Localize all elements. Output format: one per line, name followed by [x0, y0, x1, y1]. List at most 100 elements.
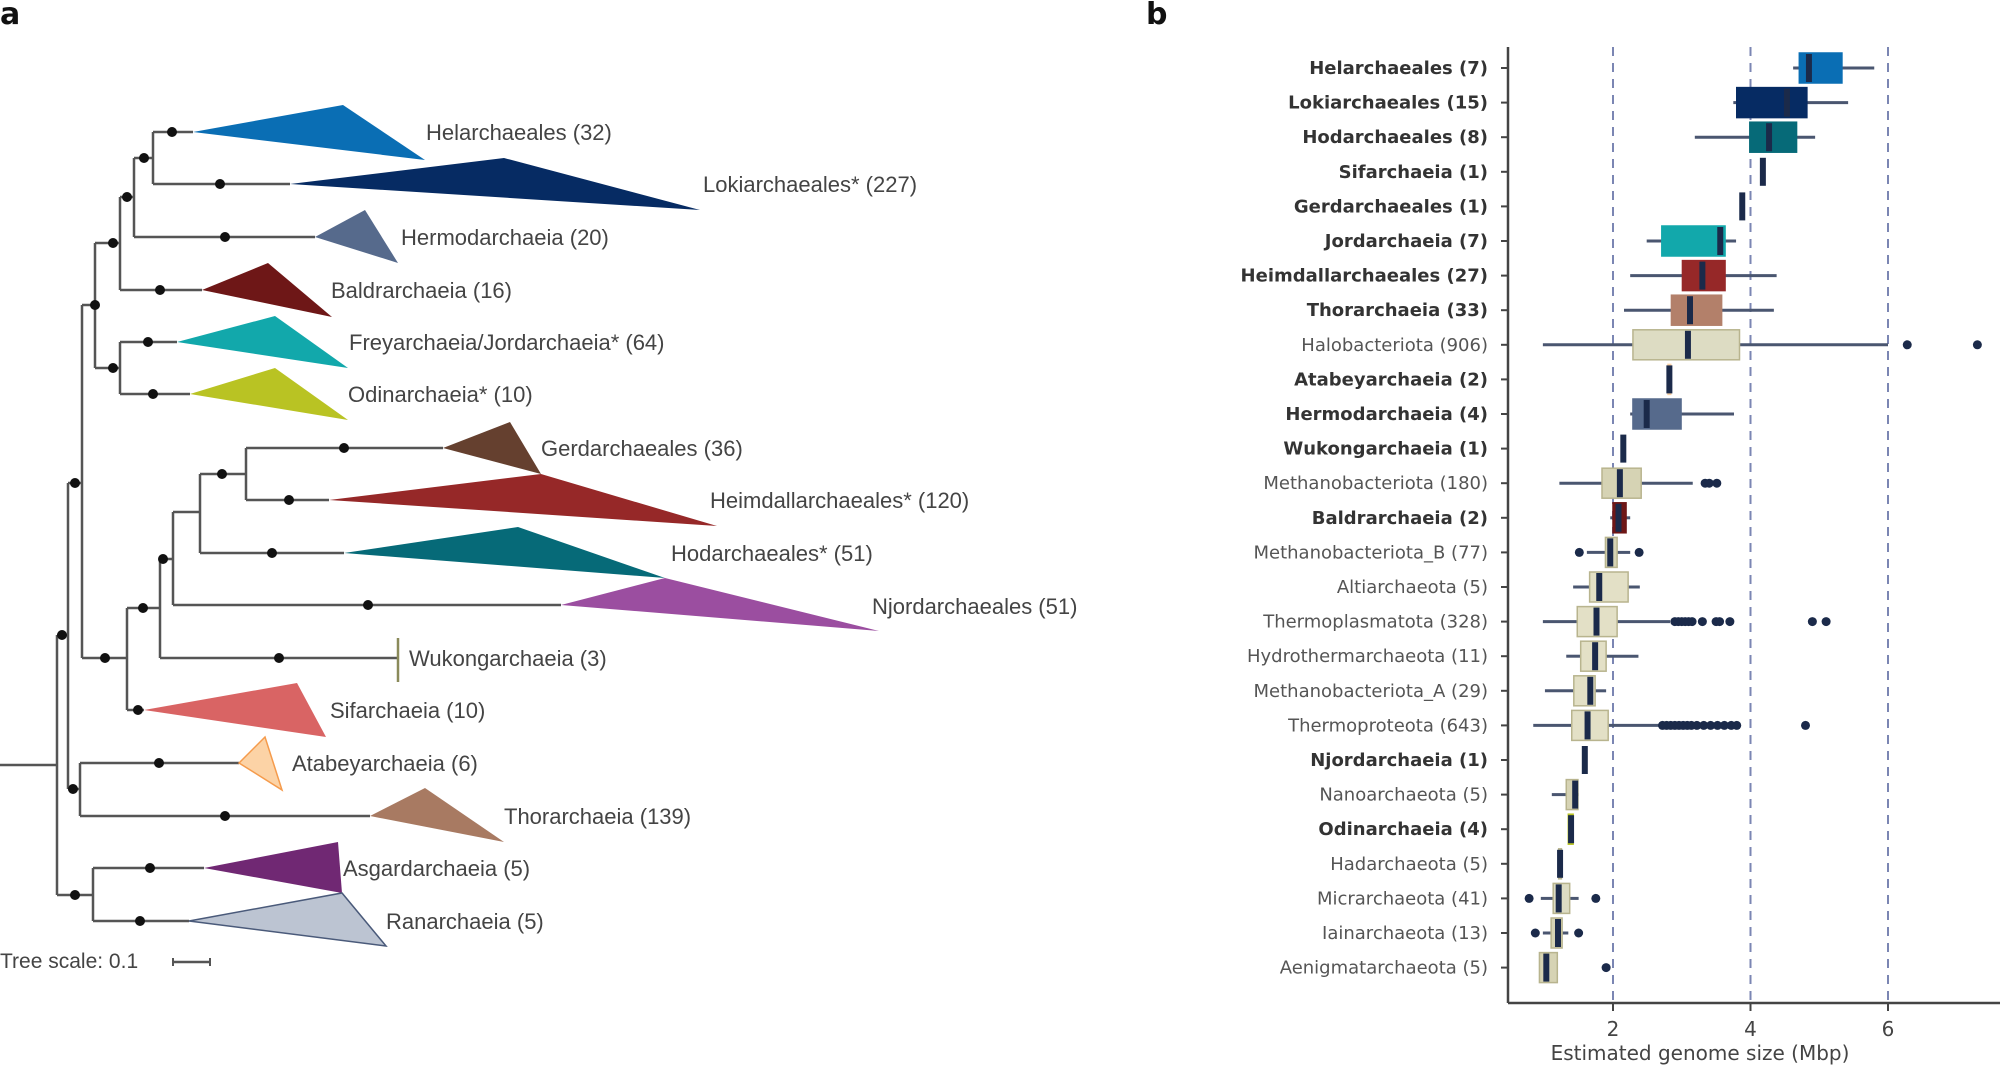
- bootstrap-node: [108, 363, 118, 373]
- outlier-point: [1697, 617, 1707, 627]
- bootstrap-node: [70, 478, 80, 488]
- tree-branches: [0, 130, 561, 923]
- y-tick-label: Jordarchaeia (7): [1323, 231, 1488, 252]
- y-tick-label: Wukongarchaeia (1): [1283, 439, 1488, 460]
- iqr-box: [1736, 86, 1808, 119]
- box-5: [1646, 225, 1737, 257]
- bootstrap-node: [215, 179, 225, 189]
- outlier-point: [1807, 617, 1817, 627]
- iqr-box: [1588, 571, 1629, 603]
- outlier-point: [1821, 617, 1831, 627]
- collapsed-clade-sifarchaeia: [144, 683, 326, 737]
- bootstrap-node: [135, 916, 145, 926]
- bootstrap-node: [284, 495, 294, 505]
- clade-label-odinarchaeia: Odinarchaeia* (10): [348, 382, 533, 407]
- clade-label-hodarchaeales: Hodarchaeales* (51): [671, 541, 873, 566]
- outlier-point: [1972, 340, 1982, 350]
- outlier-point: [1706, 720, 1716, 730]
- clade-label-wukongarchaeia: Wukongarchaeia (3): [409, 646, 607, 671]
- collapsed-clade-heimdallarchaeales: [329, 474, 717, 526]
- box-22: [1567, 813, 1575, 845]
- box-18: [1544, 675, 1607, 707]
- bootstrap-node: [57, 630, 67, 640]
- bootstrap-node: [217, 469, 227, 479]
- clade-label-gerdarchaeales: Gerdarchaeales (36): [541, 436, 743, 461]
- panel-b-boxplot: b Helarchaeales (7) Lokiarchaeales (15) Ho…: [1146, 0, 2000, 1065]
- y-axis-labels: Helarchaeales (7) Lokiarchaeales (15) Hoda…: [1241, 58, 1488, 979]
- iqr-box: [1661, 225, 1726, 257]
- boxplot-series: [1524, 52, 1982, 984]
- box-9: [1666, 363, 1673, 396]
- clade-label-heimdallarchaeales: Heimdallarchaeales* (120): [710, 488, 969, 513]
- clade-label-njordarchaeales: Njordarchaeales (51): [872, 594, 1077, 619]
- iqr-box: [1670, 294, 1723, 326]
- collapsed-clade-hodarchaeales: [344, 527, 665, 578]
- bootstrap-node: [167, 127, 177, 137]
- bootstrap-node: [339, 443, 349, 453]
- box-12: [1559, 467, 1722, 499]
- tree-labels: Helarchaeales (32) Lokiarchaeales* (227) H…: [292, 120, 1077, 934]
- y-tick-label: Methanobacteriota_B (77): [1253, 542, 1488, 563]
- collapsed-clade-helarchaeales: [193, 105, 425, 160]
- box-2: [1694, 121, 1816, 153]
- x-tick-label: 2: [1607, 1017, 1620, 1041]
- outlier-point: [1634, 547, 1644, 557]
- bootstrap-node: [108, 238, 118, 248]
- collapsed-clade-njordarchaeales: [561, 578, 879, 631]
- bootstrap-node: [139, 153, 149, 163]
- bootstrap-node: [122, 192, 132, 202]
- axes: 2 4 6: [1501, 47, 2000, 1041]
- clade-label-atabeyarchaeia: Atabeyarchaeia (6): [292, 751, 478, 776]
- reference-lines: [1612, 47, 1889, 1003]
- y-tick-label: Micrarchaeota (41): [1317, 888, 1488, 909]
- bootstrap-node: [154, 758, 164, 768]
- collapsed-clade-freyarchaeia: [177, 316, 348, 368]
- box-14: [1574, 536, 1644, 569]
- y-tick-label: Thermoproteota (643): [1287, 715, 1488, 736]
- bootstrap-node: [100, 653, 110, 663]
- y-tick-label: Atabeyarchaeia (2): [1294, 369, 1488, 390]
- collapsed-clade-hermodarchaeia: [315, 210, 398, 263]
- y-tick-label: Thermoplasmatota (328): [1262, 612, 1488, 633]
- tree-scale: Tree scale: 0.1: [0, 950, 211, 973]
- y-tick-label: Methanobacteriota (180): [1263, 473, 1488, 494]
- box-16: [1542, 605, 1831, 638]
- panel-a-letter: a: [0, 0, 20, 32]
- bootstrap-node: [145, 863, 155, 873]
- outlier-point: [1713, 720, 1722, 730]
- y-tick-label: Helarchaeales (7): [1309, 58, 1488, 79]
- collapsed-clade-baldrarchaeia: [202, 263, 332, 317]
- box-25: [1530, 917, 1584, 949]
- box-0: [1793, 52, 1875, 84]
- y-tick-label: Sifarchaeia (1): [1339, 162, 1488, 183]
- outlier-point: [1591, 893, 1601, 903]
- y-tick-label: Hadarchaeota (5): [1330, 854, 1488, 875]
- x-axis-title: Estimated genome size (Mbp): [1551, 1041, 1850, 1065]
- box-24: [1524, 882, 1601, 915]
- bootstrap-node: [70, 890, 80, 900]
- outlier-point: [1902, 340, 1912, 350]
- collapsed-clade-thorarchaeia: [370, 788, 504, 842]
- outlier-point: [1715, 617, 1725, 627]
- outlier-point: [1574, 547, 1584, 557]
- box-10: [1630, 398, 1734, 430]
- clade-label-lokiarchaeales: Lokiarchaeales* (227): [703, 172, 917, 197]
- box-6: [1630, 259, 1777, 292]
- outlier-point: [1719, 720, 1729, 730]
- y-tick-label: Odinarchaeia (4): [1318, 819, 1488, 840]
- box-1: [1733, 86, 1849, 119]
- y-tick-label: Hermodarchaeia (4): [1285, 404, 1488, 425]
- y-tick-label: Hydrothermarchaeota (11): [1247, 646, 1488, 667]
- collapsed-clade-gerdarchaeales: [443, 422, 541, 474]
- outlier-point: [1699, 720, 1709, 730]
- iqr-box: [1798, 52, 1843, 84]
- collapsed-clade-lokiarchaeales: [290, 158, 700, 210]
- panel-a-phylogenetic-tree: a Helarchaeales (32) Lokiarchaeales* (227…: [0, 0, 1077, 973]
- box-8: [1542, 329, 1982, 361]
- bootstrap-node: [220, 232, 230, 242]
- outlier-point: [1732, 720, 1742, 730]
- tree-scale-label: Tree scale: 0.1: [0, 950, 138, 973]
- y-tick-label: Hodarchaeales (8): [1302, 127, 1488, 148]
- clade-label-helarchaeales: Helarchaeales (32): [426, 120, 612, 145]
